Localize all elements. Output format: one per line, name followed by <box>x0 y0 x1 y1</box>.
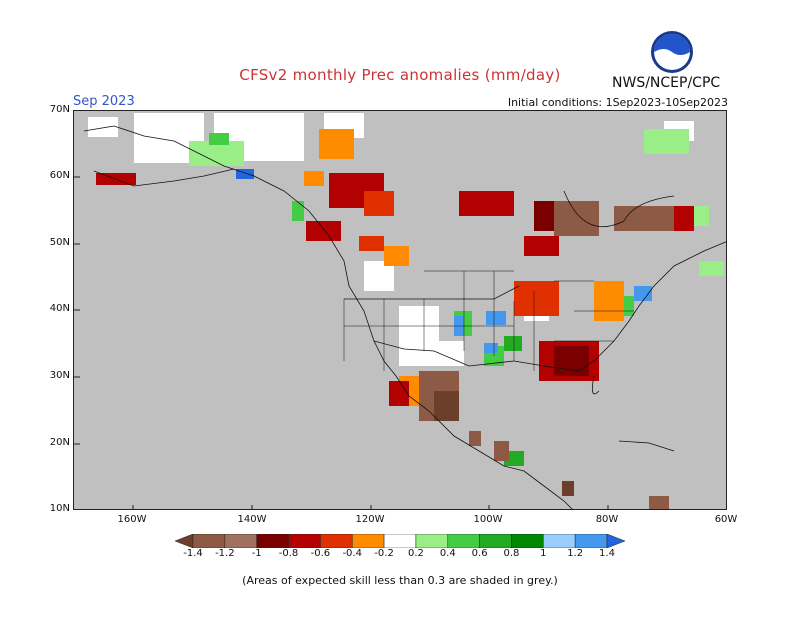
colorbar-label: -0.8 <box>278 548 299 559</box>
colorbar-label: -0.2 <box>374 548 394 559</box>
colorbar-swatch <box>320 534 353 548</box>
colorbar-swatch <box>543 534 576 548</box>
precip-anomaly-map <box>73 110 727 510</box>
lon-label: 80W <box>595 514 619 525</box>
organization-label: NWS/NCEP/CPC <box>612 75 721 91</box>
colorbar-arrow-high <box>606 534 625 548</box>
colorbar-swatch <box>511 534 544 548</box>
coastlines <box>83 125 726 509</box>
initial-conditions: Initial conditions: 1Sep2023-10Sep2023 <box>507 96 728 109</box>
colorbar-swatch <box>574 534 608 548</box>
colorbar-label: -1 <box>251 548 262 559</box>
lat-label: 50N <box>49 237 70 248</box>
anomaly-cells <box>88 113 724 509</box>
colorbar-swatch <box>256 534 289 548</box>
colorbar-label: -0.4 <box>342 548 362 559</box>
lon-label: 100W <box>473 514 503 525</box>
lat-label: 40N <box>49 303 70 314</box>
colorbar <box>175 534 625 548</box>
colorbar-arrow-low <box>175 534 194 548</box>
lon-label: 60W <box>714 514 738 525</box>
colorbar-label: -0.6 <box>310 548 331 559</box>
colorbar-swatch <box>415 534 449 548</box>
colorbar-label: 0.8 <box>503 548 520 559</box>
colorbar-swatch <box>351 534 385 548</box>
colorbar-swatch <box>288 534 321 548</box>
forecast-month: Sep 2023 <box>73 94 135 109</box>
noaa-logo-icon <box>651 31 693 73</box>
colorbar-label: 1.2 <box>567 548 584 559</box>
colorbar-label: 0.2 <box>407 548 424 559</box>
colorbar-label: 1 <box>540 548 547 559</box>
skill-note: (Areas of expected skill less than 0.3 a… <box>242 574 558 587</box>
lat-label: 30N <box>49 370 70 381</box>
lon-label: 140W <box>237 514 267 525</box>
lon-label: 120W <box>355 514 385 525</box>
colorbar-swatch <box>192 534 226 548</box>
colorbar-swatch <box>224 534 257 548</box>
map-title: CFSv2 monthly Prec anomalies (mm/day) <box>239 66 561 84</box>
colorbar-label: 0.4 <box>439 548 456 559</box>
colorbar-label: -1.4 <box>183 548 203 559</box>
lat-label: 60N <box>49 170 70 181</box>
colorbar-swatch <box>383 534 417 548</box>
colorbar-swatch <box>479 534 512 548</box>
lon-label: 160W <box>117 514 147 525</box>
colorbar-label: 0.6 <box>471 548 488 559</box>
colorbar-label: -1.2 <box>215 548 235 559</box>
lat-label: 20N <box>49 437 70 448</box>
lat-label: 70N <box>49 104 70 115</box>
colorbar-label: 1.4 <box>599 548 615 559</box>
lat-label: 10N <box>49 503 70 514</box>
state-borders <box>343 270 634 371</box>
colorbar-swatch <box>447 534 480 548</box>
